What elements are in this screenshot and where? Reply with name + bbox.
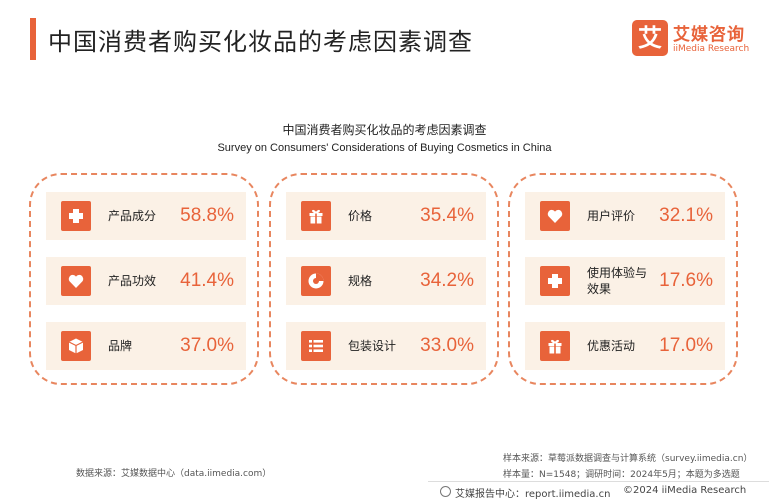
- chart-title: 中国消费者购买化妆品的考虑因素调查: [282, 123, 487, 137]
- factor-group-3: 用户评价 32.1% 使用体验与效果 17.6% 优惠活动 17.0%: [508, 173, 738, 385]
- pie-icon: [301, 266, 331, 296]
- sample-source: 样本来源：草莓派数据调查与计算系统（survey.iimedia.cn）: [503, 454, 753, 464]
- factor-label: 规格: [348, 274, 373, 288]
- list-icon: [301, 331, 331, 361]
- factor-card: 优惠活动 17.0%: [525, 322, 725, 370]
- factor-value: 33.0%: [420, 335, 474, 356]
- page-title: 中国消费者购买化妆品的考虑因素调查: [48, 28, 473, 56]
- logo-cn-text: 艾媒咨询: [673, 25, 745, 45]
- factor-value: 17.6%: [659, 270, 713, 291]
- factor-label: 品牌: [108, 339, 133, 353]
- factor-value: 41.4%: [180, 270, 234, 291]
- sample-info: 样本量：N=1548；调研时间：2024年5月；本题为多选题: [503, 470, 740, 480]
- factor-card: 包装设计 33.0%: [286, 322, 486, 370]
- factor-group-2: 价格 35.4% 规格 34.2% 包装设计 33.0%: [269, 173, 499, 385]
- iimedia-logo: 艾 艾媒咨询 iiMedia Research: [632, 20, 757, 60]
- factor-group-1: 产品成分 58.8% 产品功效 41.4% 品牌 37.0%: [29, 173, 259, 385]
- factor-card: 价格 35.4%: [286, 192, 486, 240]
- data-source: 数据来源：艾媒数据中心（data.iimedia.com）: [76, 469, 272, 479]
- factor-card: 使用体验与效果 17.6%: [525, 257, 725, 305]
- factor-label: 优惠活动: [587, 339, 636, 353]
- factor-card: 用户评价 32.1%: [525, 192, 725, 240]
- logo-mark-icon: 艾: [632, 20, 668, 56]
- title-accent-bar: [30, 18, 36, 60]
- factor-label: 产品成分: [108, 209, 157, 223]
- factor-card: 品牌 37.0%: [46, 322, 246, 370]
- plus-icon: [540, 266, 570, 296]
- heart-icon: [540, 201, 570, 231]
- factor-value: 17.0%: [659, 335, 713, 356]
- gift-icon: [540, 331, 570, 361]
- report-center-icon: [440, 486, 451, 497]
- factor-label: 用户评价: [587, 209, 636, 223]
- chart-subtitle: Survey on Consumers' Considerations of B…: [217, 142, 552, 154]
- factor-value: 35.4%: [420, 205, 474, 226]
- factor-label: 使用体验与效果: [587, 266, 648, 296]
- logo-en-text: iiMedia Research: [673, 44, 750, 54]
- factor-card: 产品功效 41.4%: [46, 257, 246, 305]
- factor-label: 产品功效: [108, 274, 157, 288]
- factor-card: 规格 34.2%: [286, 257, 486, 305]
- footer-divider: [428, 481, 769, 482]
- factor-value: 58.8%: [180, 205, 234, 226]
- factor-value: 37.0%: [180, 335, 234, 356]
- plus-icon: [61, 201, 91, 231]
- factor-value: 32.1%: [659, 205, 713, 226]
- factor-card: 产品成分 58.8%: [46, 192, 246, 240]
- copyright: ©2024 iiMedia Research: [623, 485, 747, 496]
- report-center-link[interactable]: 艾媒报告中心：report.iimedia.cn: [455, 489, 611, 500]
- heart-icon: [61, 266, 91, 296]
- factor-value: 34.2%: [420, 270, 474, 291]
- box-icon: [61, 331, 91, 361]
- factor-label: 价格: [348, 209, 373, 223]
- gift-icon: [301, 201, 331, 231]
- factor-label: 包装设计: [348, 339, 397, 353]
